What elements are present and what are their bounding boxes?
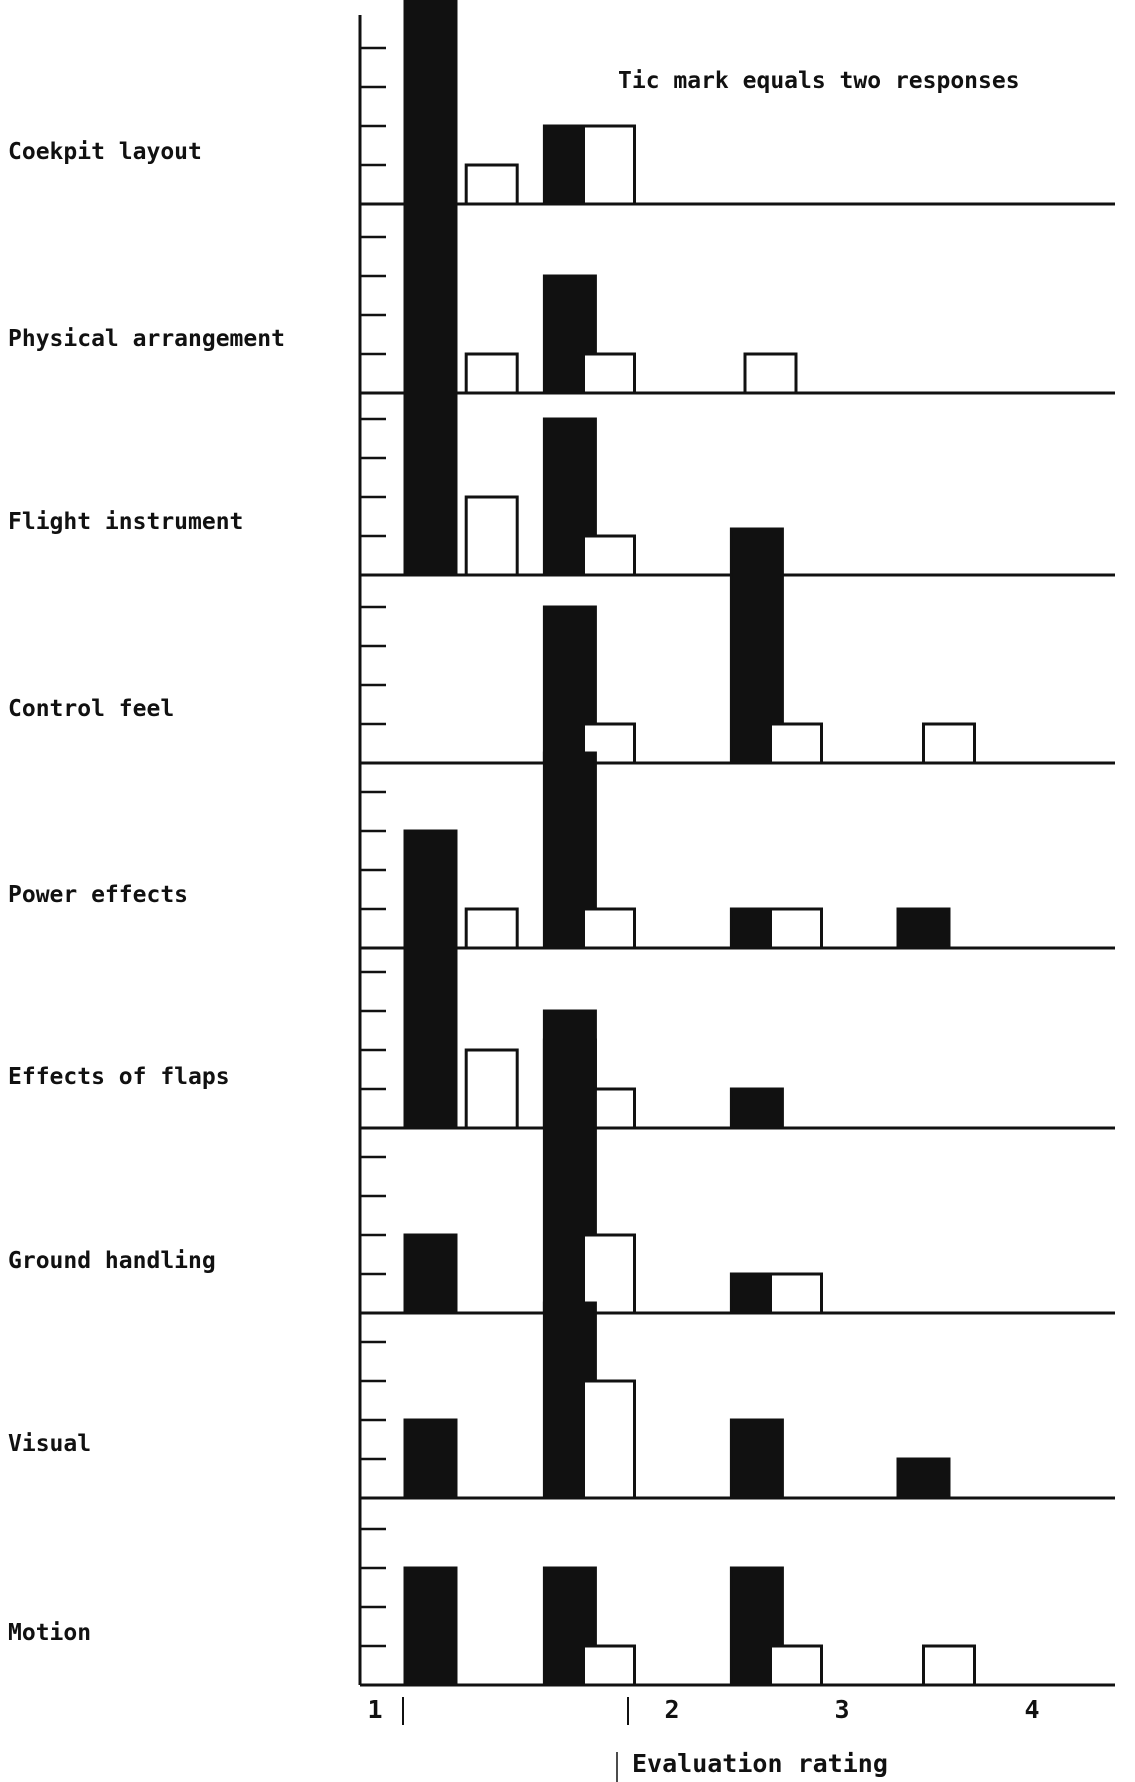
panel-9: Motion bbox=[8, 1527, 1115, 1687]
x-axis: 1 2 3 4 bbox=[367, 1695, 1040, 1782]
bar-open bbox=[922, 722, 976, 765]
row-label: Motion bbox=[8, 1620, 91, 1646]
bar-open bbox=[922, 1644, 976, 1687]
row-label: Ground handling bbox=[8, 1248, 216, 1274]
panel-4: Control feel bbox=[8, 527, 1115, 765]
row-label: Physical arrangement bbox=[8, 326, 285, 352]
x-tick-label: 3 bbox=[834, 1695, 849, 1724]
panel-6: Effects of flaps bbox=[8, 931, 1115, 1130]
bar-filled bbox=[403, 378, 458, 577]
row-label: Visual bbox=[8, 1431, 91, 1457]
bar-open bbox=[464, 163, 519, 206]
bar-open bbox=[582, 124, 636, 206]
bar-filled bbox=[403, 157, 458, 395]
row-label: Effects of flaps bbox=[8, 1064, 230, 1090]
panel-2: Physical arrangement bbox=[8, 157, 1115, 395]
x-tick-label: 2 bbox=[664, 1695, 679, 1724]
bar-filled bbox=[896, 907, 951, 950]
panel-5: Power effects bbox=[8, 751, 1115, 950]
bar-open bbox=[582, 907, 636, 950]
x-tick-label: 4 bbox=[1024, 1695, 1039, 1724]
bar-open bbox=[582, 352, 636, 395]
row-label: Coekpit layout bbox=[8, 139, 202, 165]
row-label: Flight instrument bbox=[8, 509, 243, 535]
bar-open bbox=[464, 1048, 519, 1130]
bar-filled bbox=[403, 1418, 458, 1500]
bar-open bbox=[464, 495, 519, 577]
bar-open bbox=[582, 534, 636, 577]
bar-open bbox=[769, 1272, 823, 1315]
bar-filled bbox=[403, 1233, 458, 1315]
panel-8: Visual bbox=[8, 1301, 1115, 1500]
x-axis-title: Evaluation rating bbox=[632, 1749, 888, 1778]
bar-filled bbox=[403, 1566, 458, 1687]
bar-open bbox=[582, 1644, 636, 1687]
panel-7: Ground handling bbox=[8, 1038, 1115, 1315]
bar-open bbox=[743, 352, 798, 395]
bar-filled bbox=[729, 1087, 784, 1130]
row-label: Power effects bbox=[8, 882, 188, 908]
bar-open bbox=[464, 352, 519, 395]
bar-filled bbox=[729, 1418, 784, 1500]
bar-filled bbox=[403, 829, 458, 950]
bar-open bbox=[582, 1233, 636, 1315]
bar-filled bbox=[542, 1038, 597, 1315]
bar-open bbox=[769, 1644, 823, 1687]
panel-1: Coekpit layout bbox=[8, 0, 1115, 206]
panel-3: Flight instrument bbox=[8, 378, 1115, 577]
bar-filled bbox=[896, 1457, 951, 1500]
chart-panels: Coekpit layout Physical arrangement Flight… bbox=[8, 0, 1115, 1687]
tic-annotation: Tic mark equals two responses bbox=[618, 68, 1020, 94]
x-tick-label: 1 bbox=[367, 1695, 382, 1724]
bar-filled bbox=[403, 931, 458, 1130]
row-label: Control feel bbox=[8, 696, 174, 722]
bar-open bbox=[769, 907, 823, 950]
bar-open bbox=[582, 1379, 636, 1500]
bar-open bbox=[769, 722, 823, 765]
bar-open bbox=[464, 907, 519, 950]
